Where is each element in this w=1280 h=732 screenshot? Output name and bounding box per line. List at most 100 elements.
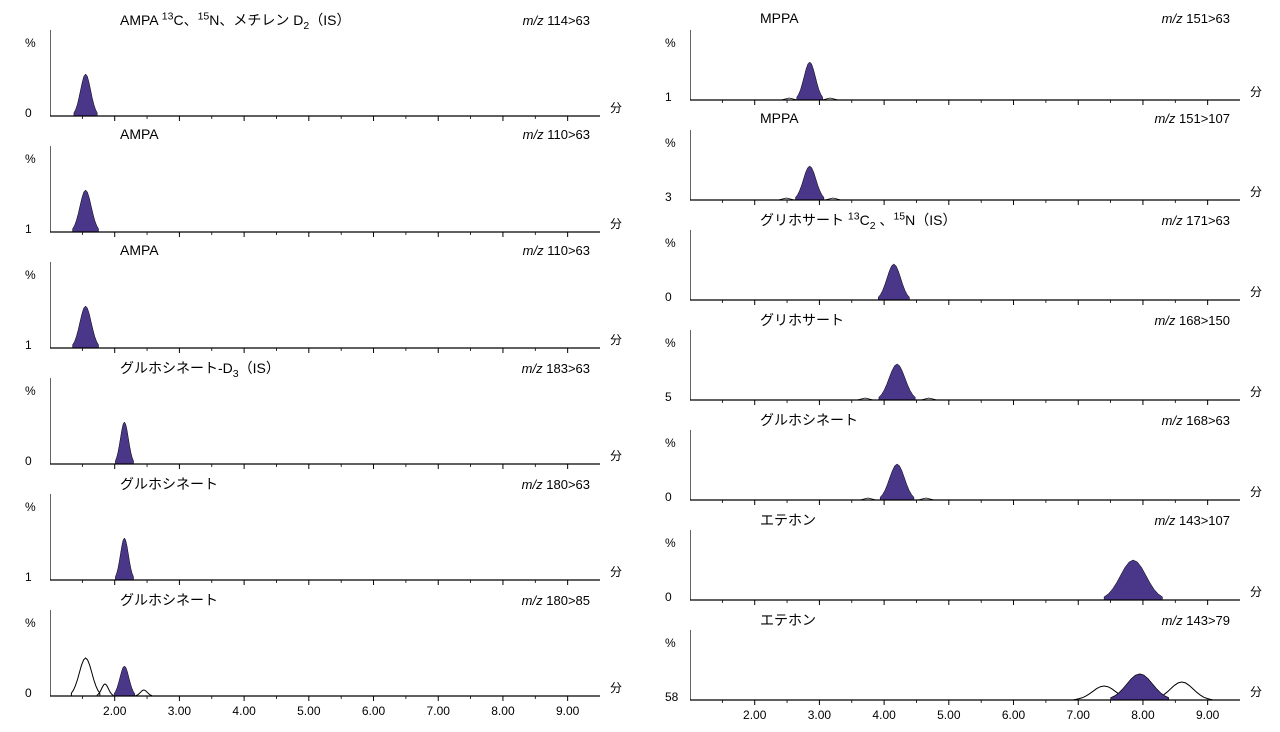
- x-axis-unit: 分: [1250, 683, 1262, 700]
- y-axis-tick: 0: [25, 106, 32, 120]
- y-axis-percent: %: [665, 236, 676, 250]
- mz-label: m/z 180>63: [522, 477, 590, 492]
- mz-label: m/z 171>63: [1162, 213, 1230, 228]
- chromatogram-columns: AMPA 13C、15N、メチレン D2（IS）m/z 114>63%0分AMP…: [10, 10, 1270, 724]
- y-axis-percent: %: [25, 616, 36, 630]
- mz-label: m/z 151>63: [1162, 11, 1230, 26]
- mz-label: m/z 180>85: [522, 593, 590, 608]
- right-column: MPPAm/z 151>63%1分MPPAm/z 151>107%3分グリホサー…: [650, 10, 1270, 724]
- chromatogram: グルホシネート m/z 180>85% 0 分 2.00 3.00 4.00 5.00 6.00…: [10, 590, 630, 718]
- y-axis-tick: 5: [665, 390, 672, 404]
- x-tick-label: 4.00: [872, 708, 895, 722]
- mz-label: m/z 110>63: [523, 243, 590, 258]
- mz-label: m/z 114>63: [523, 13, 590, 28]
- chromatogram: AMPA m/z 110>63% 1 分: [10, 242, 630, 356]
- chromatogram-plot: [50, 492, 600, 588]
- x-tick-label: 2.00: [103, 704, 126, 718]
- mz-label: m/z 183>63: [522, 361, 590, 376]
- mz-label: m/z 143>79: [1162, 613, 1230, 628]
- x-tick-label: 5.00: [937, 708, 960, 722]
- chromatogram-plot: [690, 628, 1240, 708]
- y-axis-tick: 1: [665, 90, 672, 104]
- chromatogram-plot: [50, 608, 600, 704]
- x-tick-label: 9.00: [1196, 708, 1219, 722]
- y-axis-percent: %: [25, 268, 36, 282]
- chromatogram-plot: [50, 376, 600, 472]
- y-axis-tick: 0: [25, 454, 32, 468]
- x-axis-unit: 分: [610, 563, 622, 580]
- chromatogram-title: MPPA: [760, 110, 799, 126]
- chromatogram-title: MPPA: [760, 10, 799, 26]
- mz-label: m/z 168>150: [1154, 313, 1230, 328]
- y-axis-percent: %: [25, 500, 36, 514]
- chromatogram-plot: [50, 144, 600, 240]
- chromatogram-title: エテホン: [760, 610, 816, 630]
- x-axis-unit: 分: [610, 331, 622, 348]
- chromatogram: グルホシネートm/z 168>63%0分: [650, 410, 1270, 508]
- x-axis-unit: 分: [610, 215, 622, 232]
- y-axis-tick: 1: [25, 222, 32, 236]
- chromatogram: エテホン m/z 143>79% 58 分 2.00 3.00 4.00 5.00 6.00 7.…: [650, 610, 1270, 722]
- y-axis-tick: 1: [25, 338, 32, 352]
- y-axis-percent: %: [25, 36, 36, 50]
- x-axis-labels: 2.00 3.00 4.00 5.00 6.00 7.00 8.00 9.00: [50, 704, 600, 718]
- x-axis-unit: 分: [1250, 483, 1262, 500]
- mz-label: m/z 168>63: [1162, 413, 1230, 428]
- y-axis-tick: 0: [665, 590, 672, 604]
- y-axis-percent: %: [25, 152, 36, 166]
- y-axis-tick: 0: [25, 686, 32, 700]
- y-axis-percent: %: [665, 136, 676, 150]
- x-axis-unit: 分: [1250, 183, 1262, 200]
- mz-label: m/z 143>107: [1154, 513, 1230, 528]
- mz-label: m/z 151>107: [1154, 111, 1230, 126]
- x-axis-unit: 分: [610, 447, 622, 464]
- x-tick-label: 7.00: [427, 704, 450, 718]
- y-axis-tick: 58: [665, 690, 678, 704]
- y-axis-percent: %: [665, 536, 676, 550]
- chromatogram-title: AMPA: [120, 242, 159, 258]
- x-axis-unit: 分: [1250, 83, 1262, 100]
- chromatogram-title: AMPA: [120, 126, 159, 142]
- chromatogram-title: グルホシネート: [120, 590, 218, 610]
- chromatogram: MPPAm/z 151>63%1分: [650, 10, 1270, 108]
- y-axis-percent: %: [665, 336, 676, 350]
- x-tick-label: 9.00: [556, 704, 579, 718]
- chromatogram-title: エテホン: [760, 510, 816, 530]
- chromatogram: AMPA 13C、15N、メチレン D2（IS）m/z 114>63%0分: [10, 10, 630, 124]
- y-axis-tick: 0: [665, 290, 672, 304]
- x-tick-label: 8.00: [491, 704, 514, 718]
- chromatogram: エテホン m/z 143>107% 0 分: [650, 510, 1270, 608]
- chromatogram-plot: [690, 228, 1240, 308]
- x-tick-label: 5.00: [297, 704, 320, 718]
- mz-label: m/z 110>63: [523, 127, 590, 142]
- y-axis-tick: 0: [665, 490, 672, 504]
- left-column: AMPA 13C、15N、メチレン D2（IS）m/z 114>63%0分AMP…: [10, 10, 630, 724]
- x-axis-unit: 分: [1250, 583, 1262, 600]
- y-axis-tick: 1: [25, 570, 32, 584]
- chromatogram: グルホシネート-D3（IS）m/z 183>63%0分: [10, 358, 630, 472]
- chromatogram-plot: [690, 528, 1240, 608]
- x-axis-unit: 分: [610, 99, 622, 116]
- x-tick-label: 7.00: [1067, 708, 1090, 722]
- chromatogram: グリホサート 13C2 、15N（IS）m/z 171>63%0分: [650, 210, 1270, 308]
- chromatogram-title: グリホサート: [760, 310, 844, 330]
- x-tick-label: 2.00: [743, 708, 766, 722]
- chromatogram-plot: [690, 428, 1240, 508]
- y-axis-percent: %: [665, 436, 676, 450]
- x-tick-label: 8.00: [1131, 708, 1154, 722]
- x-tick-label: 4.00: [232, 704, 255, 718]
- x-tick-label: 6.00: [1002, 708, 1025, 722]
- chromatogram: MPPAm/z 151>107%3分: [650, 110, 1270, 208]
- chromatogram: グリホサートm/z 168>150%5分: [650, 310, 1270, 408]
- x-tick-label: 3.00: [168, 704, 191, 718]
- chromatogram-plot: [50, 260, 600, 356]
- chromatogram-plot: [690, 328, 1240, 408]
- x-axis-unit: 分: [610, 679, 622, 696]
- x-tick-label: 6.00: [362, 704, 385, 718]
- chromatogram-plot: [50, 28, 600, 124]
- x-tick-label: 3.00: [808, 708, 831, 722]
- y-axis-percent: %: [665, 636, 676, 650]
- x-axis-labels: 2.00 3.00 4.00 5.00 6.00 7.00 8.00 9.00: [690, 708, 1240, 722]
- chromatogram-plot: [690, 128, 1240, 208]
- chromatogram: AMPA m/z 110>63% 1 分: [10, 126, 630, 240]
